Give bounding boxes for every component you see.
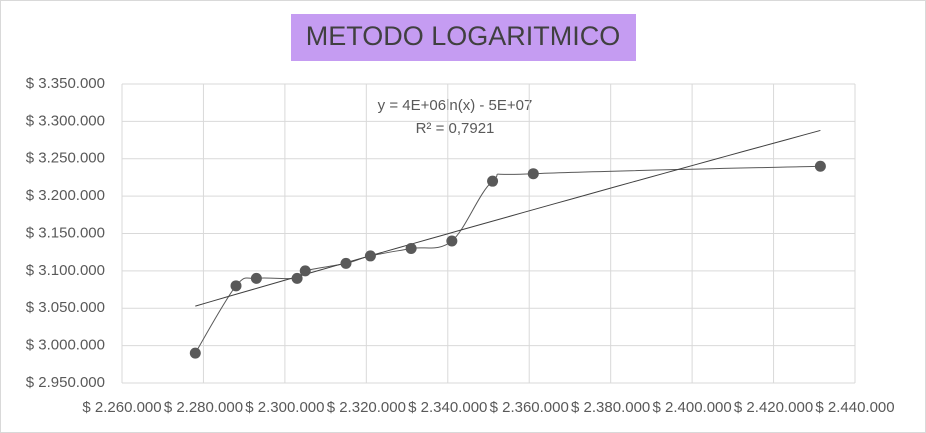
y-tick-label: $ 3.350.000 [26, 75, 105, 92]
title-background [291, 14, 636, 61]
x-tick-label: $ 2.320.000 [327, 399, 406, 416]
x-tick-label: $ 2.260.000 [82, 399, 161, 416]
x-tick-label: $ 2.420.000 [734, 399, 813, 416]
y-tick-label: $ 3.250.000 [26, 150, 105, 167]
y-tick-label: $ 3.300.000 [26, 112, 105, 129]
data-point [405, 242, 417, 254]
data-point [189, 347, 201, 359]
y-tick-label: $ 3.200.000 [26, 187, 105, 204]
data-point [299, 265, 311, 277]
y-tick-label: $ 3.050.000 [26, 299, 105, 316]
x-tick-label: $ 2.280.000 [164, 399, 243, 416]
data-point [250, 272, 262, 284]
x-tick-label: $ 2.440.000 [815, 399, 894, 416]
data-point [291, 272, 303, 284]
data-point [230, 280, 242, 292]
data-point [446, 235, 458, 247]
data-point [340, 257, 352, 269]
x-tick-label: $ 2.340.000 [408, 399, 487, 416]
data-point [487, 175, 499, 187]
chart-title: METODO LOGARITMICO [306, 21, 621, 51]
data-point [527, 168, 539, 180]
trendline-equation: y = 4E+06ln(x) - 5E+07 [378, 97, 533, 114]
y-tick-label: $ 3.000.000 [26, 337, 105, 354]
y-tick-label: $ 2.950.000 [26, 374, 105, 391]
x-tick-label: $ 2.400.000 [652, 399, 731, 416]
x-tick-label: $ 2.300.000 [245, 399, 324, 416]
x-tick-label: $ 2.380.000 [571, 399, 650, 416]
data-point [364, 250, 376, 262]
trendline-r2: R² = 0,7921 [416, 120, 495, 137]
x-tick-label: $ 2.360.000 [490, 399, 569, 416]
y-tick-label: $ 3.100.000 [26, 262, 105, 279]
data-point [814, 160, 826, 172]
y-tick-label: $ 3.150.000 [26, 224, 105, 241]
